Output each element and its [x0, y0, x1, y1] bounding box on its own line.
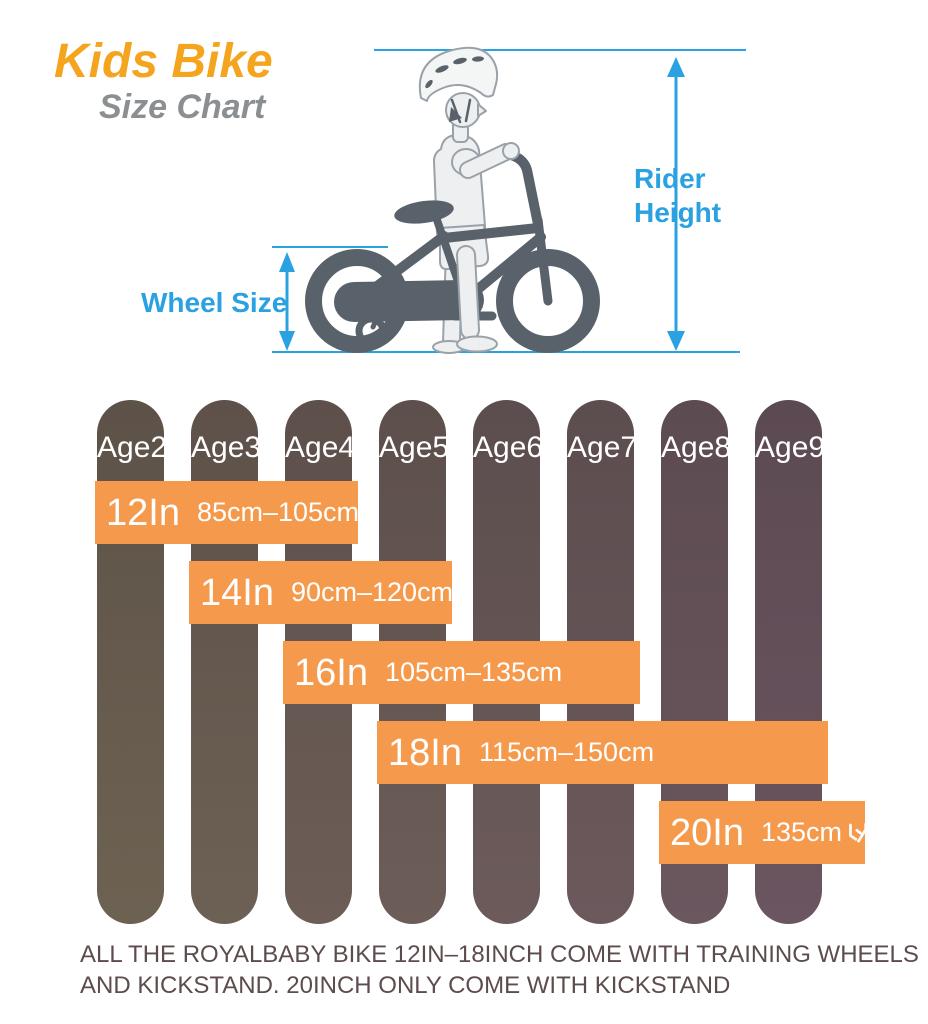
front-wheel	[496, 249, 600, 353]
cjk-yishang-glyphs	[849, 822, 898, 842]
age-column-label: Age6	[473, 431, 544, 464]
size-range-bar: 14In 90cm–120cm	[189, 561, 454, 624]
footer-note-line2: AND KICKSTAND. 20INCH ONLY COME WITH KIC…	[80, 972, 731, 999]
size-range-bar: 16In 105cm–135cm	[283, 641, 640, 704]
rider-height-label: Rider Height	[634, 163, 722, 228]
chain-guard	[334, 280, 484, 322]
page-title: Kids Bike	[54, 35, 273, 88]
measurement-annotations	[272, 49, 746, 353]
kid-near-foot	[456, 335, 498, 353]
rider-height-range: 105cm–135cm	[384, 657, 563, 687]
handlebar	[498, 147, 543, 229]
helmet-vents	[425, 56, 484, 89]
age-column: Age2	[97, 400, 168, 924]
page-subtitle: Size Chart	[99, 88, 266, 126]
size-range-bar: 12In 85cm–105cm	[95, 481, 360, 544]
wheel-size-arrow-icon	[279, 252, 295, 351]
age-column-label: Age9	[755, 431, 826, 464]
wheel-size-value: 16In	[294, 651, 368, 694]
rider-height-range: 90cm–120cm	[290, 577, 454, 607]
wheel-size-value: 20In	[670, 811, 744, 854]
rider-height-range: 85cm–105cm	[196, 497, 360, 527]
size-range-bar: 18In 115cm–150cm	[377, 721, 828, 784]
wheel-size-value: 12In	[106, 491, 180, 534]
wheel-size-value: 14In	[200, 571, 274, 614]
wheel-size-label: Wheel Size	[141, 287, 288, 318]
helmet-strap-pad	[449, 107, 462, 122]
top-tube	[439, 223, 543, 243]
kid-and-bike-illustration	[305, 46, 600, 354]
kid-nose	[477, 103, 487, 117]
size-range-bar: 20In 135cm	[659, 801, 898, 864]
age-column: Age3	[191, 400, 262, 924]
bike	[305, 147, 600, 353]
rider-height-arrow-icon	[667, 57, 685, 351]
kid-arm	[461, 145, 513, 177]
kid-near-leg	[458, 247, 478, 338]
kid-hand	[502, 142, 520, 160]
down-tube	[461, 232, 546, 304]
footer-note-line1: ALL THE ROYALBABY BIKE 12IN–18INCH COME …	[80, 941, 919, 968]
age-column-label: Age3	[191, 431, 262, 464]
age-column-label: Age8	[661, 431, 732, 464]
age-column-label: Age4	[285, 431, 356, 464]
wheel-size-value: 18In	[388, 731, 462, 774]
age-column-label: Age7	[567, 431, 638, 464]
rider-height-range: 115cm–150cm	[478, 737, 655, 767]
age-column-label: Age2	[97, 431, 168, 464]
rider-height-range: 135cm	[761, 819, 898, 846]
age-column-label: Age5	[379, 431, 450, 464]
